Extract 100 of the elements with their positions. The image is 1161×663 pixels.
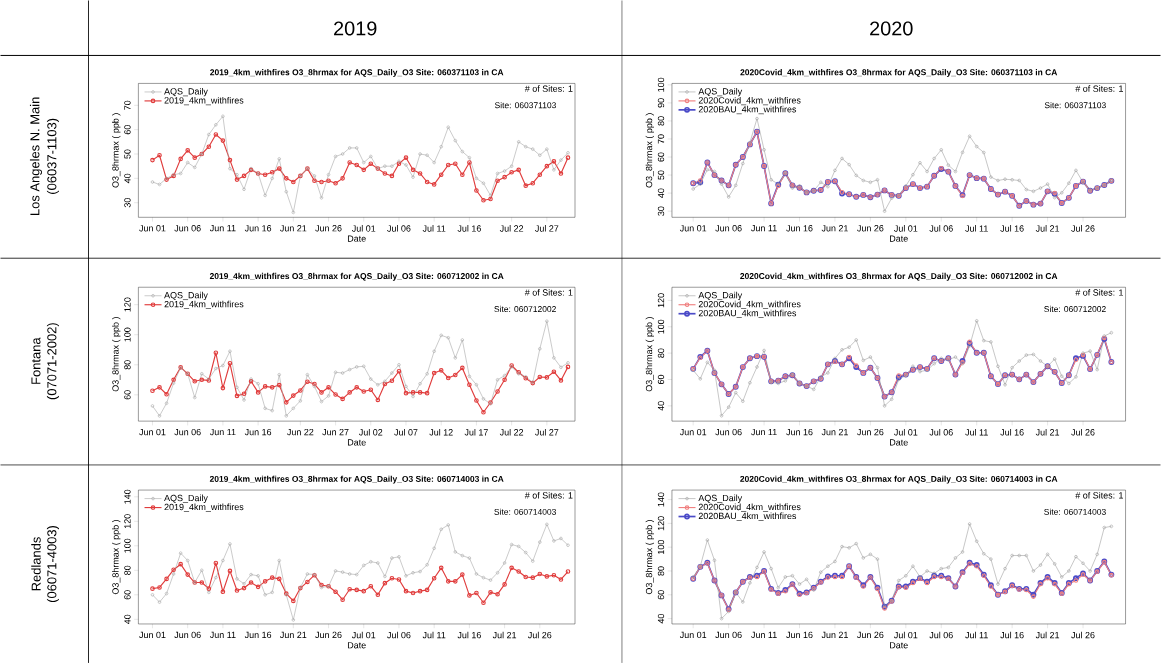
point — [474, 398, 479, 403]
point — [875, 557, 880, 561]
point — [227, 360, 233, 366]
point — [854, 541, 858, 546]
point — [996, 582, 1000, 586]
point — [397, 554, 401, 559]
point — [946, 163, 951, 167]
x-tick-label: Jun 01 — [679, 428, 707, 436]
point — [242, 187, 246, 191]
point — [361, 389, 367, 394]
point — [411, 570, 415, 575]
point — [439, 527, 443, 531]
point — [460, 365, 465, 371]
point — [347, 146, 352, 150]
x-tick-label: Jun 11 — [751, 224, 777, 232]
point — [558, 170, 564, 176]
point — [741, 399, 745, 403]
point — [369, 559, 373, 564]
point — [396, 368, 402, 374]
point — [826, 184, 830, 189]
point — [418, 569, 422, 574]
point — [474, 382, 479, 387]
point — [410, 167, 416, 172]
point — [270, 408, 274, 413]
point — [178, 551, 183, 555]
point — [369, 154, 373, 158]
point — [284, 189, 288, 194]
point — [755, 116, 759, 121]
legend-label: 2019_4km_withfires — [164, 503, 244, 512]
point — [375, 592, 381, 597]
point — [1010, 177, 1014, 182]
x-tick-label: Jul 26 — [1071, 224, 1095, 232]
point — [488, 578, 493, 582]
x-tick-label: Jun 21 — [821, 428, 848, 436]
x-tick-label: Jun 26 — [857, 224, 884, 232]
point — [368, 583, 374, 589]
point — [1052, 195, 1057, 200]
point — [861, 358, 865, 362]
point — [523, 574, 529, 580]
y-tick-label: 120 — [657, 293, 665, 307]
point — [975, 539, 979, 543]
point — [1038, 359, 1043, 363]
x-tick-label: Jul 27 — [535, 428, 559, 436]
text: Redlands — [31, 536, 41, 591]
x-tick-label: Jun 21 — [821, 224, 848, 232]
point — [431, 181, 437, 187]
point — [481, 575, 486, 580]
point — [319, 179, 324, 185]
y-tick-label: 120 — [124, 513, 131, 528]
point — [1067, 569, 1071, 573]
point — [276, 166, 282, 171]
point — [171, 572, 176, 576]
y-tick-label: 30 — [657, 206, 665, 216]
point — [1074, 374, 1078, 379]
point — [516, 569, 521, 574]
point — [1045, 552, 1050, 556]
point — [185, 572, 190, 577]
point — [312, 174, 317, 178]
y-tick-label: 40 — [657, 401, 665, 411]
x-tick-label: Jul 01 — [351, 631, 376, 639]
point — [340, 396, 345, 401]
point — [445, 375, 451, 381]
point — [989, 175, 993, 179]
point — [559, 158, 563, 162]
point — [488, 196, 493, 202]
legend-label: AQS_Daily — [698, 494, 743, 503]
y-tick-label: 60 — [657, 374, 665, 384]
text: Los Angeles N. Main — [29, 97, 43, 215]
point — [424, 587, 430, 593]
point — [1003, 566, 1007, 571]
point — [769, 177, 773, 182]
point — [1017, 178, 1021, 182]
point — [1003, 382, 1007, 387]
point — [1010, 553, 1014, 558]
point — [235, 172, 239, 177]
x-tick-label: Jun 16 — [244, 631, 272, 638]
point — [530, 575, 536, 580]
point — [509, 164, 514, 168]
y-tick-label: 50 — [124, 149, 131, 159]
point — [221, 114, 225, 118]
point — [276, 576, 282, 581]
y-axis-title: O3_8hrmax ( ppb ) — [645, 519, 654, 594]
x-tick-label: Jul 26 — [1071, 428, 1095, 436]
text: 2019 — [334, 21, 377, 36]
point — [1102, 525, 1106, 530]
point — [481, 396, 486, 401]
x-tick-label: Jul 21 — [492, 631, 517, 639]
point — [819, 180, 823, 184]
y-tick-label: 70 — [124, 100, 131, 110]
point — [376, 561, 380, 565]
point — [1045, 182, 1050, 186]
point — [502, 174, 507, 180]
point — [524, 550, 528, 555]
point — [712, 169, 717, 173]
x-tick-label: Jul 27 — [535, 224, 559, 232]
point — [474, 572, 479, 576]
point — [404, 573, 408, 578]
point — [453, 550, 457, 554]
point — [1038, 186, 1043, 190]
y-tick-label: 40 — [124, 614, 131, 624]
